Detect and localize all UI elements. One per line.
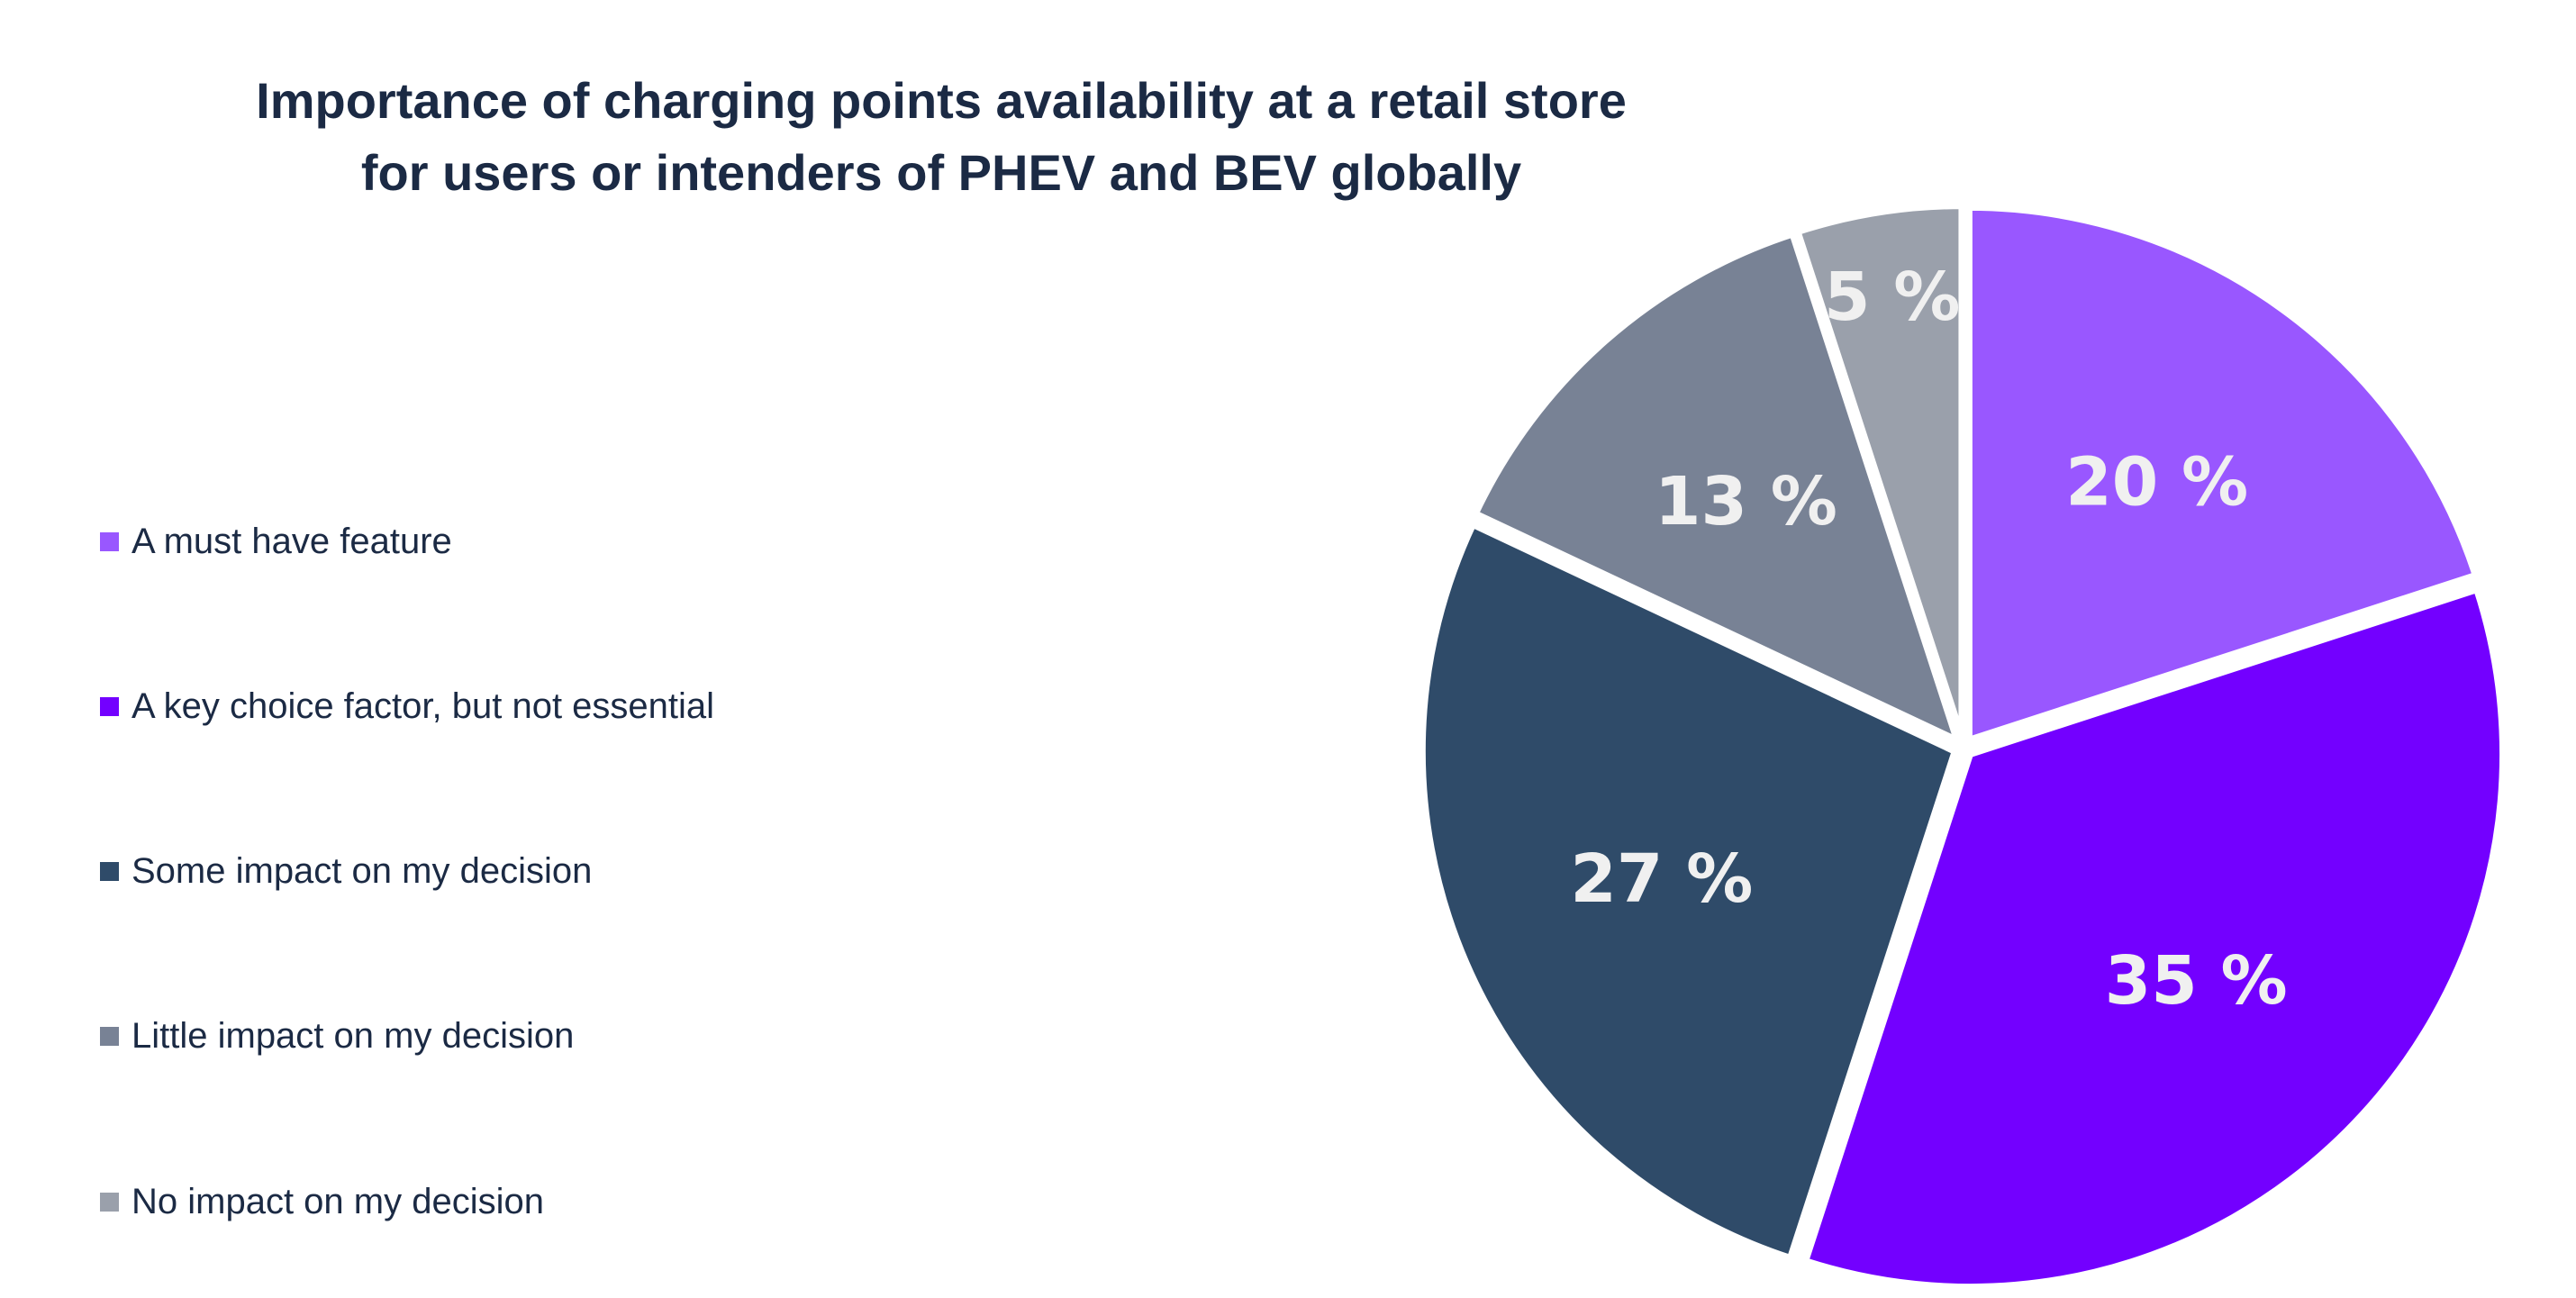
- legend-swatch: [100, 531, 119, 551]
- legend-swatch: [100, 1192, 119, 1212]
- legend-item: No impact on my decision: [100, 1179, 544, 1224]
- pie-slice: [1964, 203, 2481, 746]
- legend-label: Little impact on my decision: [132, 1015, 575, 1056]
- legend-label: No impact on my decision: [132, 1181, 544, 1221]
- slice-label: 27 %: [1570, 840, 1753, 918]
- pie-slice: [1418, 519, 1960, 1264]
- legend-item: A key choice factor, but not essential: [100, 684, 714, 729]
- slice-label: 5 %: [1824, 259, 1960, 336]
- legend-label: A key choice factor, but not essential: [132, 685, 715, 726]
- chart-title-line-2: for users or intenders of PHEV and BEV g…: [360, 144, 1522, 201]
- legend-swatch: [100, 861, 119, 881]
- legend-item: Little impact on my decision: [100, 1013, 574, 1058]
- slice-label: 20 %: [2065, 444, 2248, 522]
- chart-title: Importance of charging points availabili…: [54, 65, 1828, 209]
- legend-label: Some impact on my decision: [132, 850, 593, 891]
- slice-label: 13 %: [1655, 463, 1837, 540]
- pie-slice: [1800, 585, 2508, 1292]
- legend-swatch: [100, 1026, 119, 1046]
- legend-item: Some impact on my decision: [100, 849, 592, 894]
- legend-item: A must have feature: [100, 519, 452, 564]
- slice-label: 35 %: [2105, 942, 2288, 1020]
- pie-slice: [1792, 202, 1966, 740]
- chart-title-line-1: Importance of charging points availabili…: [256, 72, 1627, 129]
- legend-label: A must have feature: [132, 521, 452, 561]
- legend-swatch: [100, 696, 119, 716]
- pie-slice: [1470, 229, 1964, 749]
